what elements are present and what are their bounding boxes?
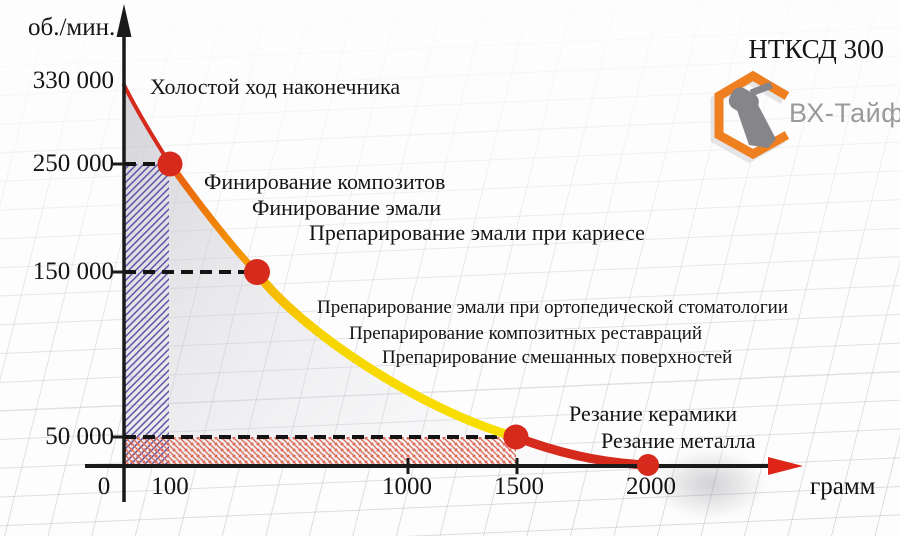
data-point-100g-250k [157, 151, 183, 177]
hatch-region-red [124, 437, 516, 466]
x-axis-arrow-icon [768, 457, 803, 475]
zone-label-prep-ortho: Препарирование эмали при ортопедической … [317, 297, 789, 318]
zone-label-idle: Холостой ход наконечника [150, 74, 401, 99]
x-axis-label: грамм [810, 473, 876, 500]
y-axis-label: об./мин. [28, 14, 116, 41]
curve-segment-preparation [252, 268, 521, 442]
chart-title: НТКСД 300 [748, 34, 884, 64]
y-tick-label-250000: 250 000 [32, 150, 114, 177]
zone-label-finish-enamel: Финирование эмали [252, 195, 442, 220]
x-tick-label-0: 0 [97, 473, 111, 500]
zone-label-prep-caries: Препарирование эмали при кариесе [309, 220, 645, 245]
data-point-2000g-0 [637, 454, 659, 476]
under-curve-area [124, 85, 648, 466]
data-point-1500g-50k [503, 424, 529, 450]
x-tick-label-1500: 1500 [494, 473, 544, 500]
x-tick-label-100: 100 [151, 473, 189, 500]
zone-label-cut-metal: Резание металла [601, 428, 756, 453]
brand-logo [710, 70, 790, 164]
zone-label-prep-mixed: Препарирование смешанных поверхностей [382, 347, 733, 368]
y-tick-label-330000: 330 000 [32, 67, 114, 94]
brand-name: ВХ-Тайфун [789, 98, 900, 128]
handpiece-icon [728, 81, 776, 148]
zone-label-cut-ceramic: Резание керамики [569, 401, 738, 426]
hexagon-icon [714, 70, 790, 160]
zone-label-prep-composite: Препарирование композитных реставраций [349, 323, 703, 344]
shadow-blob [652, 448, 768, 520]
y-tick-label-50000: 50 000 [45, 423, 114, 450]
y-axis-arrow-icon [116, 4, 132, 37]
data-point-400g-150k [244, 259, 270, 285]
y-tick-label-150000: 150 000 [32, 258, 114, 285]
x-tick-label-1000: 1000 [382, 473, 432, 500]
hatch-region-blue [124, 164, 169, 466]
curve-segment-cutting [511, 432, 653, 470]
zone-label-finish-composite: Финирование композитов [204, 169, 446, 194]
curve-segment-finishing [166, 160, 261, 277]
x-tick-label-2000: 2000 [626, 473, 676, 500]
